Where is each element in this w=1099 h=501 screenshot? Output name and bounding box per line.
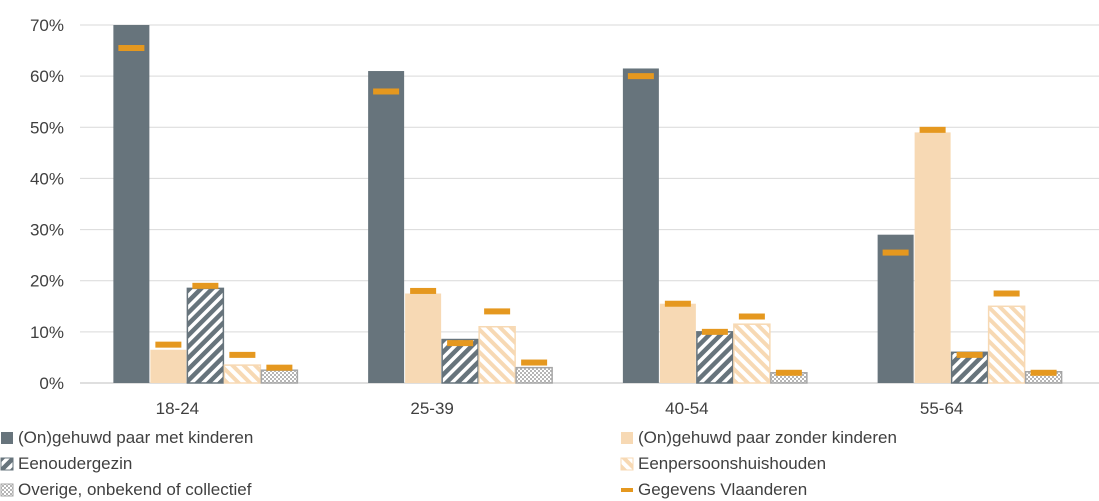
reference-marker-5-18-24 <box>266 364 293 371</box>
reference-marker-2-25-39 <box>410 287 437 294</box>
legend-label-series-5: Overige, onbekend of collectief <box>18 480 252 499</box>
y-tick-label: 60% <box>30 67 64 86</box>
bar-1-55-64 <box>877 234 914 383</box>
reference-marker-5-55-64 <box>1030 369 1057 376</box>
reference-marker-3-25-39 <box>447 340 474 347</box>
bar-1-25-39 <box>368 71 405 384</box>
reference-marker-5-40-54 <box>775 369 802 376</box>
reference-marker-2-40-54 <box>664 300 691 307</box>
bar-4-55-64 <box>987 305 1026 384</box>
y-tick-label: 0% <box>39 374 64 393</box>
legend-item-reference: Gegevens Vlaanderen <box>620 480 807 500</box>
bar-5-18-24 <box>260 369 299 384</box>
reference-marker-1-40-54 <box>627 73 654 80</box>
legend-label-reference: Gegevens Vlaanderen <box>638 480 808 499</box>
legend-swatch-reference <box>621 488 633 492</box>
bar-1-18-24 <box>113 25 150 383</box>
legend: (On)gehuwd paar met kinderen (On)gehuwd … <box>0 428 1099 501</box>
legend-item-series-4: Eenpersoonshuishouden <box>620 454 826 474</box>
reference-marker-4-40-54 <box>738 313 765 320</box>
legend-item-series-5: Overige, onbekend of collectief <box>0 480 251 500</box>
reference-marker-2-55-64 <box>919 126 946 133</box>
bar-4-25-39 <box>478 325 516 384</box>
y-tick-label: 50% <box>30 118 64 137</box>
bar-3-18-24 <box>186 287 225 384</box>
x-tick-label: 55-64 <box>920 399 963 418</box>
legend-label-series-4: Eenpersoonshuishouden <box>638 454 827 473</box>
reference-marker-3-40-54 <box>701 328 728 335</box>
legend-swatch-series-4 <box>620 457 634 471</box>
reference-marker-5-25-39 <box>521 359 548 366</box>
bar-2-40-54 <box>659 303 696 383</box>
y-tick-label: 40% <box>30 169 64 188</box>
legend-label-series-1: (On)gehuwd paar met kinderen <box>18 428 254 447</box>
legend-label-series-3: Eenoudergezin <box>18 454 133 473</box>
reference-marker-1-18-24 <box>118 45 145 52</box>
reference-marker-3-18-24 <box>192 282 219 289</box>
bar-2-18-24 <box>150 349 187 383</box>
bar-5-25-39 <box>515 366 553 384</box>
legend-item-series-1: (On)gehuwd paar met kinderen <box>0 428 253 448</box>
reference-marker-1-25-39 <box>373 88 400 95</box>
y-tick-label: 10% <box>30 323 64 342</box>
household-bar-chart: 0% 10% 20% 30% 40% 50% 60% 70% 18-24 25-39 40-54 5… <box>30 16 1099 418</box>
legend-swatch-series-3 <box>0 457 14 471</box>
x-tick-label: 40-54 <box>665 399 708 418</box>
bar-2-55-64 <box>914 132 951 383</box>
y-tick-label: 30% <box>30 221 64 240</box>
reference-marker-4-18-24 <box>229 351 256 358</box>
legend-swatch-series-1 <box>1 432 13 444</box>
reference-marker-2-18-24 <box>155 341 182 348</box>
bar-1-40-54 <box>622 68 659 383</box>
reference-marker-4-55-64 <box>993 290 1020 297</box>
bar-4-18-24 <box>223 364 262 384</box>
legend-item-series-3: Eenoudergezin <box>0 454 132 474</box>
x-tick-label: 18-24 <box>156 399 199 418</box>
reference-marker-4-25-39 <box>484 308 511 315</box>
reference-marker-3-55-64 <box>956 351 983 358</box>
y-tick-label: 70% <box>30 16 64 35</box>
bar-2-25-39 <box>405 293 442 383</box>
legend-swatch-series-2 <box>621 432 633 444</box>
bar-3-40-54 <box>696 331 734 384</box>
x-tick-label: 25-39 <box>410 399 453 418</box>
bar-4-40-54 <box>733 323 771 384</box>
bar-3-25-39 <box>441 338 479 384</box>
reference-marker-1-55-64 <box>882 249 909 256</box>
y-tick-label: 20% <box>30 272 64 291</box>
legend-label-series-2: (On)gehuwd paar zonder kinderen <box>638 428 897 447</box>
legend-item-series-2: (On)gehuwd paar zonder kinderen <box>620 428 897 448</box>
legend-swatch-series-5 <box>0 483 14 497</box>
